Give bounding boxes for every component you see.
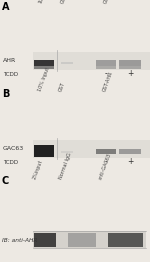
Bar bbox=[96, 149, 116, 154]
Bar bbox=[68, 233, 96, 247]
Bar bbox=[119, 66, 141, 69]
Bar bbox=[108, 233, 143, 247]
Text: IB: anti-AHR: IB: anti-AHR bbox=[2, 237, 38, 243]
Text: GST: GST bbox=[58, 81, 66, 92]
Text: AHR: AHR bbox=[3, 58, 16, 63]
Text: 10%input: 10%input bbox=[37, 0, 50, 4]
Text: B: B bbox=[2, 89, 9, 99]
Text: 10% Input: 10% Input bbox=[37, 67, 51, 92]
Text: Normal IgG: Normal IgG bbox=[58, 152, 73, 180]
Text: A: A bbox=[2, 2, 9, 12]
Bar bbox=[119, 149, 141, 154]
Bar bbox=[61, 151, 73, 153]
Bar bbox=[34, 66, 54, 69]
Text: GST-AHR: GST-AHR bbox=[102, 70, 114, 92]
Bar bbox=[119, 60, 141, 66]
Text: GST-GAC63: GST-GAC63 bbox=[103, 0, 118, 4]
Text: anti-GAC63: anti-GAC63 bbox=[98, 152, 113, 180]
Bar bbox=[34, 233, 56, 247]
Text: 2%input: 2%input bbox=[32, 159, 44, 180]
Bar bbox=[33, 231, 146, 248]
Bar bbox=[34, 145, 54, 157]
Bar bbox=[96, 60, 116, 66]
Text: +: + bbox=[127, 157, 133, 166]
Bar bbox=[96, 66, 116, 69]
Text: +: + bbox=[127, 69, 133, 79]
Text: -: - bbox=[105, 69, 107, 79]
Text: TCDD: TCDD bbox=[3, 160, 18, 165]
Bar bbox=[34, 60, 54, 66]
Text: -: - bbox=[105, 157, 107, 166]
Text: GST: GST bbox=[60, 0, 68, 4]
Bar bbox=[33, 140, 150, 158]
Bar bbox=[33, 52, 150, 70]
Text: C: C bbox=[2, 176, 9, 186]
Bar bbox=[61, 62, 73, 64]
Text: GAC63: GAC63 bbox=[3, 146, 24, 151]
Text: TCDD: TCDD bbox=[3, 72, 18, 77]
